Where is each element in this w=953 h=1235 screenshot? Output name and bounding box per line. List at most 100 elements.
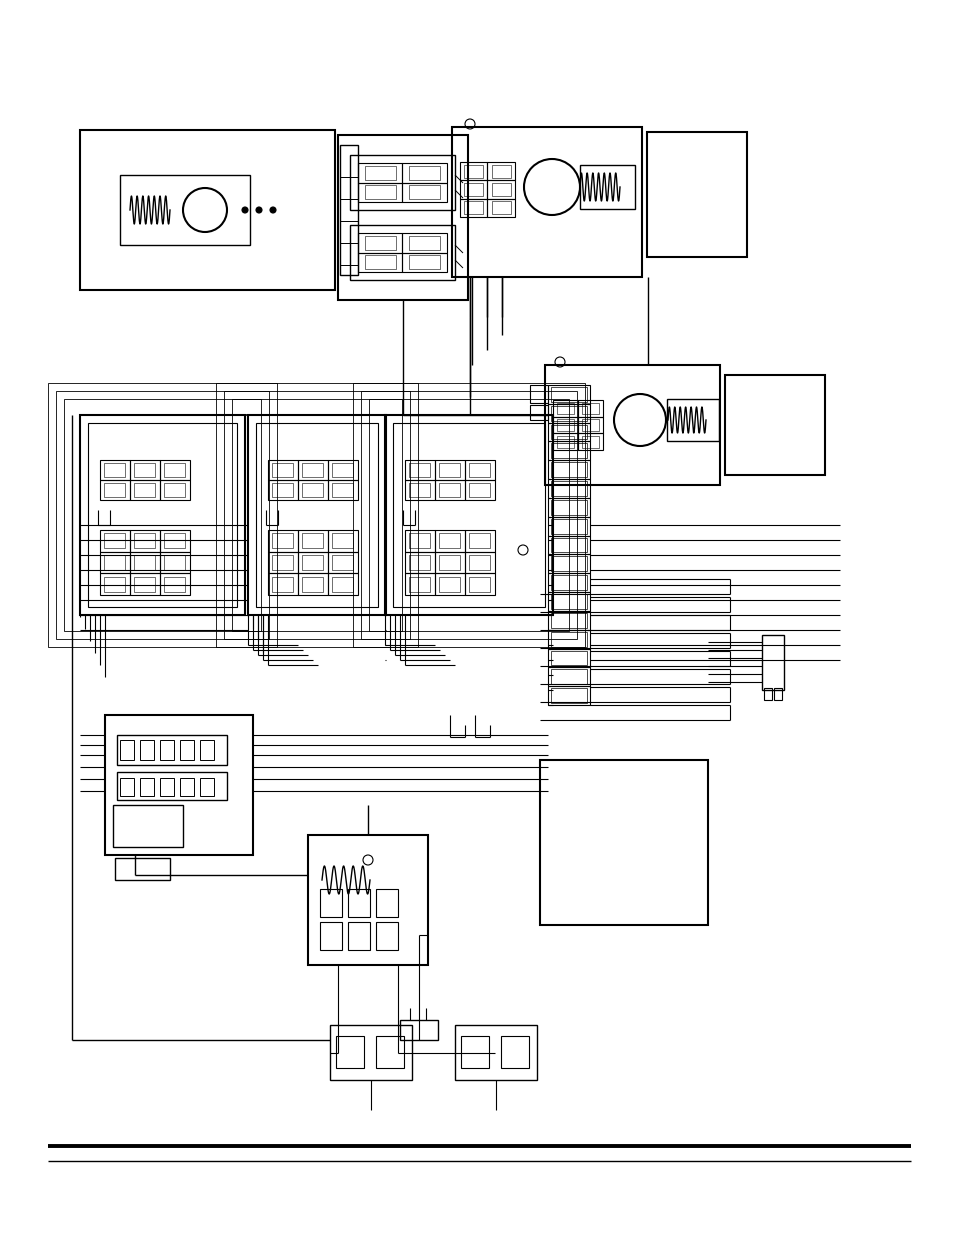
Bar: [553, 433, 578, 450]
Bar: [337, 135, 468, 300]
Bar: [333, 534, 354, 548]
Bar: [464, 552, 495, 573]
Bar: [348, 923, 370, 950]
Bar: [364, 236, 395, 249]
Bar: [551, 688, 586, 703]
Bar: [439, 555, 460, 571]
Bar: [364, 256, 395, 269]
Bar: [547, 667, 589, 687]
Bar: [405, 530, 435, 552]
Bar: [224, 391, 410, 638]
Bar: [557, 436, 574, 447]
Bar: [464, 164, 483, 178]
Bar: [500, 1036, 529, 1068]
Bar: [435, 459, 464, 480]
Bar: [551, 557, 586, 572]
Bar: [302, 555, 323, 571]
Bar: [200, 778, 213, 797]
Bar: [160, 552, 190, 573]
Bar: [297, 573, 328, 595]
Bar: [328, 573, 357, 595]
Bar: [551, 443, 586, 458]
Bar: [268, 480, 297, 500]
Bar: [435, 530, 464, 552]
Circle shape: [270, 207, 275, 212]
Bar: [553, 416, 578, 433]
Bar: [297, 552, 328, 573]
Bar: [180, 778, 193, 797]
Bar: [48, 383, 276, 647]
Bar: [164, 483, 185, 496]
Bar: [164, 577, 185, 592]
Bar: [439, 463, 460, 477]
Bar: [547, 592, 589, 611]
Bar: [248, 415, 386, 615]
Bar: [369, 399, 568, 631]
Bar: [547, 573, 589, 592]
Bar: [297, 530, 328, 552]
Bar: [134, 483, 155, 496]
Bar: [491, 201, 511, 214]
Circle shape: [242, 207, 248, 212]
Bar: [409, 185, 440, 199]
Bar: [64, 399, 261, 631]
Bar: [409, 236, 440, 249]
Bar: [333, 463, 354, 477]
Bar: [405, 480, 435, 500]
Bar: [455, 1025, 537, 1079]
Bar: [105, 555, 126, 571]
Bar: [547, 461, 589, 479]
Bar: [439, 483, 460, 496]
Bar: [160, 573, 190, 595]
Bar: [464, 480, 495, 500]
Bar: [328, 552, 357, 573]
Bar: [551, 651, 586, 666]
Bar: [557, 419, 574, 431]
Bar: [402, 183, 447, 203]
Bar: [255, 424, 377, 606]
Bar: [460, 1036, 489, 1068]
Bar: [268, 459, 297, 480]
Bar: [469, 483, 490, 496]
Bar: [308, 835, 428, 965]
Bar: [469, 463, 490, 477]
Bar: [273, 483, 294, 496]
Bar: [350, 156, 455, 210]
Bar: [375, 889, 397, 918]
Bar: [551, 613, 586, 627]
Bar: [547, 648, 589, 667]
Bar: [357, 233, 402, 252]
Bar: [551, 500, 586, 515]
Bar: [439, 577, 460, 592]
Bar: [464, 201, 483, 214]
Bar: [105, 715, 253, 855]
Bar: [469, 534, 490, 548]
Bar: [487, 199, 515, 217]
Bar: [491, 183, 511, 196]
Bar: [469, 555, 490, 571]
Bar: [80, 130, 335, 290]
Bar: [547, 687, 589, 705]
Bar: [557, 403, 574, 414]
Bar: [273, 577, 294, 592]
Bar: [357, 183, 402, 203]
Bar: [459, 199, 487, 217]
Bar: [130, 552, 160, 573]
Bar: [302, 483, 323, 496]
Bar: [88, 424, 236, 606]
Bar: [105, 534, 126, 548]
Bar: [409, 534, 430, 548]
Bar: [319, 889, 341, 918]
Bar: [140, 740, 153, 760]
Bar: [464, 183, 483, 196]
Bar: [180, 740, 193, 760]
Bar: [160, 778, 173, 797]
Bar: [160, 459, 190, 480]
Bar: [393, 424, 544, 606]
Bar: [578, 416, 602, 433]
Bar: [539, 760, 707, 925]
Bar: [551, 425, 586, 440]
Bar: [547, 479, 589, 498]
Bar: [273, 555, 294, 571]
Bar: [581, 419, 598, 431]
